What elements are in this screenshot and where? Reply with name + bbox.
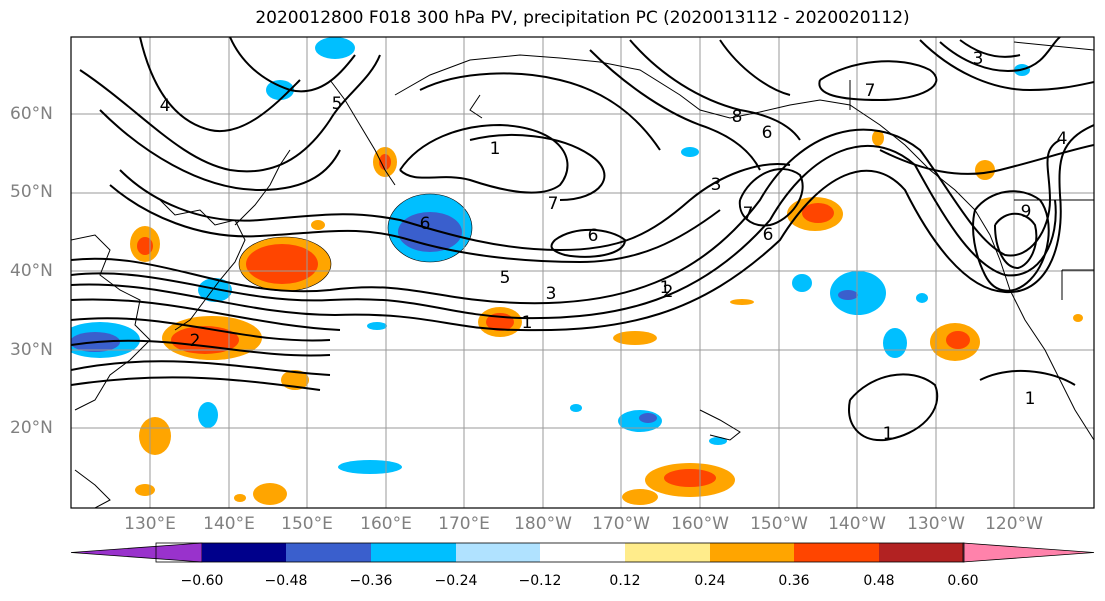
- lon-label-150e: 150°E: [281, 514, 333, 534]
- lat-label-40n: 40°N: [10, 261, 53, 281]
- contour-label: 1: [490, 139, 501, 159]
- contour-label: 5: [332, 94, 343, 114]
- colorbar-tick-label: 0.12: [609, 573, 641, 589]
- colorbar-segment: [456, 543, 540, 562]
- contour-label: 6: [420, 214, 431, 234]
- colorbar-tick-label: −0.60: [180, 573, 224, 589]
- lon-label-150w: 150°W: [750, 514, 808, 534]
- colorbar-tick-label: 0.36: [778, 573, 810, 589]
- colorbar: [70, 542, 1095, 563]
- contour-label: 6: [763, 225, 774, 245]
- lon-label-180w: 180°W: [514, 514, 572, 534]
- lon-label-170e: 170°E: [438, 514, 490, 534]
- lon-label-130w: 130°W: [907, 514, 965, 534]
- colorbar-tick-label: −0.24: [434, 573, 478, 589]
- lon-label-120w: 120°W: [985, 514, 1043, 534]
- contour-label: 1: [660, 278, 671, 298]
- lon-label-130e: 130°E: [124, 514, 176, 534]
- lon-label-160w: 160°W: [671, 514, 729, 534]
- colorbar-extend-min: [70, 542, 203, 563]
- colorbar-tick-label: −0.36: [349, 573, 393, 589]
- contour-label: 4: [160, 96, 171, 116]
- coastlines: [71, 41, 1094, 508]
- colorbar-tick-label: 0.24: [694, 573, 726, 589]
- graticule: [71, 37, 1094, 508]
- contour-label-layer: 11111223334455666677789: [160, 49, 1068, 444]
- contour-label: 8: [732, 107, 743, 127]
- lon-label-160e: 160°E: [360, 514, 412, 534]
- contour-label: 7: [743, 204, 754, 224]
- contour-label: 6: [588, 226, 599, 246]
- contour-label: 2: [190, 331, 201, 351]
- colorbar-tick-label: −0.48: [264, 573, 308, 589]
- lat-label-20n: 20°N: [10, 418, 53, 438]
- map-title: 2020012800 F018 300 hPa PV, precipitatio…: [255, 8, 910, 28]
- contour-label: 2: [663, 282, 674, 302]
- contour-label: 9: [1021, 202, 1032, 222]
- plot-frame: [70, 36, 1095, 509]
- contour-label: 3: [973, 49, 984, 69]
- lon-label-140e: 140°E: [203, 514, 255, 534]
- colorbar-segment: [540, 543, 625, 562]
- precip-shading: [71, 37, 1083, 505]
- lat-label-50n: 50°N: [10, 182, 53, 202]
- lon-label-170w: 170°W: [592, 514, 650, 534]
- colorbar-segment: [202, 543, 286, 562]
- lat-label-30n: 30°N: [10, 340, 53, 360]
- pv-contours: [71, 37, 1094, 442]
- contour-label: 1: [1025, 389, 1036, 409]
- lat-label-60n: 60°N: [10, 104, 53, 124]
- contour-label: 7: [865, 81, 876, 101]
- colorbar-tick-label: 0.48: [863, 573, 895, 589]
- colorbar-segment: [286, 543, 371, 562]
- contour-label: 4: [1057, 129, 1068, 149]
- lon-label-140w: 140°W: [828, 514, 886, 534]
- contour-label: 3: [546, 284, 557, 304]
- contour-label: 5: [500, 268, 511, 288]
- positive-precip-patches: [130, 130, 1083, 505]
- contour-label: 1: [883, 424, 894, 444]
- colorbar-segment: [371, 543, 456, 562]
- colorbar-extend-max: [962, 542, 1095, 563]
- contour-label: 1: [522, 313, 533, 333]
- colorbar-segment: [879, 543, 963, 562]
- contour-label: 3: [711, 175, 722, 195]
- contour-label: 6: [762, 123, 773, 143]
- contour-label: 7: [548, 194, 559, 214]
- colorbar-tick-label: −0.12: [518, 573, 562, 589]
- colorbar-tick-label: 0.60: [947, 573, 979, 589]
- colorbar-segment: [710, 543, 794, 562]
- colorbar-segment: [794, 543, 879, 562]
- negative-precip-patches: [71, 37, 1030, 474]
- colorbar-segment: [625, 543, 710, 562]
